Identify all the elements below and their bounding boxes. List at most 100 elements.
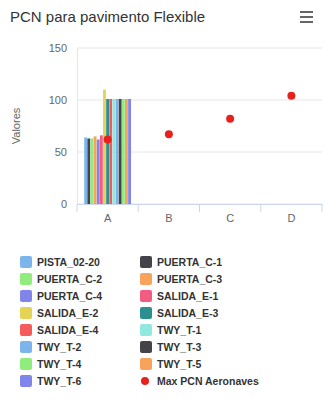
legend-symbol xyxy=(20,307,32,319)
bar xyxy=(94,136,97,204)
menu-line xyxy=(300,21,313,23)
y-tick-label: 50 xyxy=(55,146,67,158)
bar xyxy=(119,99,122,204)
legend-symbol xyxy=(20,324,32,336)
y-axis: 0 50 100 150 xyxy=(49,42,78,210)
legend-label: PUERTA_C-4 xyxy=(37,290,102,302)
legend-symbol xyxy=(20,341,32,353)
x-category-divider xyxy=(199,204,200,212)
legend-label: TWY_T-4 xyxy=(37,358,81,370)
legend-label: Max PCN Aeronaves xyxy=(157,375,259,387)
legend-label: SALIDA_E-2 xyxy=(37,307,98,319)
legend-label: TWY_T-6 xyxy=(37,375,81,387)
menu-icon[interactable] xyxy=(300,12,313,22)
legend-item[interactable]: PUERTA_C-4 xyxy=(20,290,102,302)
legend-item[interactable]: TWY_T-4 xyxy=(20,358,81,370)
background xyxy=(0,0,325,409)
legend-label: PUERTA_C-3 xyxy=(157,273,222,285)
x-tick-label: D xyxy=(287,212,295,224)
bar xyxy=(87,138,90,204)
scatter-point xyxy=(104,136,112,144)
x-category-divider xyxy=(322,204,323,212)
bar xyxy=(109,99,112,204)
legend-item[interactable]: TWY_T-2 xyxy=(20,341,81,353)
legend-symbol xyxy=(140,307,152,319)
legend-symbol xyxy=(140,358,152,370)
y-tick: 150 xyxy=(49,42,77,54)
bar xyxy=(128,99,131,204)
bar xyxy=(97,140,100,204)
plot-area xyxy=(84,90,295,204)
scatter-point xyxy=(165,130,173,138)
bar xyxy=(116,99,119,204)
grid xyxy=(77,48,322,204)
menu-line xyxy=(300,16,313,18)
legend-item[interactable]: TWY_T-5 xyxy=(140,358,201,370)
x-tick: A xyxy=(104,204,112,224)
y-tick: 0 xyxy=(61,198,77,210)
bar xyxy=(106,99,109,204)
y-tick: 100 xyxy=(49,94,77,106)
legend-symbol xyxy=(140,290,152,302)
y-tick-label: 150 xyxy=(49,42,67,54)
x-tick-label: C xyxy=(226,212,234,224)
legend-symbol xyxy=(20,256,32,268)
y-tick: 50 xyxy=(55,146,77,158)
legend-item[interactable]: PUERTA_C-2 xyxy=(20,273,102,285)
legend-item[interactable]: PISTA_02-20 xyxy=(20,256,100,268)
bar xyxy=(103,90,106,204)
legend-label: TWY_T-2 xyxy=(37,341,81,353)
x-tick-label: A xyxy=(104,212,112,224)
legend-item[interactable]: SALIDA_E-2 xyxy=(20,307,98,319)
menu-line xyxy=(300,11,313,13)
legend-label: PISTA_02-20 xyxy=(37,256,100,268)
legend: PISTA_02-20 PUERTA_C-1 PUERTA_C-2 PUERTA_C-… xyxy=(20,256,259,387)
x-category-divider xyxy=(260,204,261,212)
legend-item[interactable]: PUERTA_C-1 xyxy=(140,256,222,268)
x-tick-label: B xyxy=(165,212,172,224)
legend-item[interactable]: TWY_T-1 xyxy=(140,324,201,336)
legend-item[interactable]: TWY_T-6 xyxy=(20,375,81,387)
legend-symbol xyxy=(20,358,32,370)
legend-symbol xyxy=(140,256,152,268)
bar xyxy=(90,138,93,204)
legend-label: TWY_T-3 xyxy=(157,341,201,353)
legend-label: SALIDA_E-3 xyxy=(157,307,218,319)
x-tick: C xyxy=(226,204,234,224)
grid-line xyxy=(77,48,322,49)
legend-label: TWY_T-1 xyxy=(157,324,201,336)
bar xyxy=(84,137,87,204)
legend-symbol xyxy=(20,375,32,387)
scatter-point xyxy=(287,92,295,100)
x-tick: D xyxy=(287,204,295,224)
bar xyxy=(100,135,103,204)
x-category-divider xyxy=(77,204,78,212)
y-tick-label: 100 xyxy=(49,94,67,106)
chart-title: PCN para pavimento Flexible xyxy=(10,8,205,25)
x-axis: A B C D xyxy=(78,204,323,224)
legend-label: SALIDA_E-1 xyxy=(157,290,218,302)
x-category-divider xyxy=(138,204,139,212)
legend-label: SALIDA_E-4 xyxy=(37,324,98,336)
legend-symbol xyxy=(140,341,152,353)
legend-item[interactable]: TWY_T-3 xyxy=(140,341,201,353)
y-axis-title: Valores xyxy=(10,107,22,144)
y-axis-line xyxy=(77,49,78,205)
x-tick: B xyxy=(165,204,172,224)
legend-item[interactable]: SALIDA_E-1 xyxy=(140,290,218,302)
legend-item[interactable]: SALIDA_E-4 xyxy=(20,324,98,336)
bar xyxy=(112,99,115,204)
scatter-point xyxy=(226,115,234,123)
legend-item[interactable]: PUERTA_C-3 xyxy=(140,273,222,285)
legend-symbol xyxy=(20,290,32,302)
legend-symbol xyxy=(140,273,152,285)
legend-item[interactable]: SALIDA_E-3 xyxy=(140,307,218,319)
y-tick-label: 0 xyxy=(61,198,67,210)
legend-symbol xyxy=(140,324,152,336)
legend-label: TWY_T-5 xyxy=(157,358,201,370)
legend-symbol xyxy=(141,377,149,385)
legend-item[interactable]: Max PCN Aeronaves xyxy=(141,375,259,387)
legend-label: PUERTA_C-1 xyxy=(157,256,222,268)
legend-symbol xyxy=(20,273,32,285)
bar xyxy=(122,99,125,204)
